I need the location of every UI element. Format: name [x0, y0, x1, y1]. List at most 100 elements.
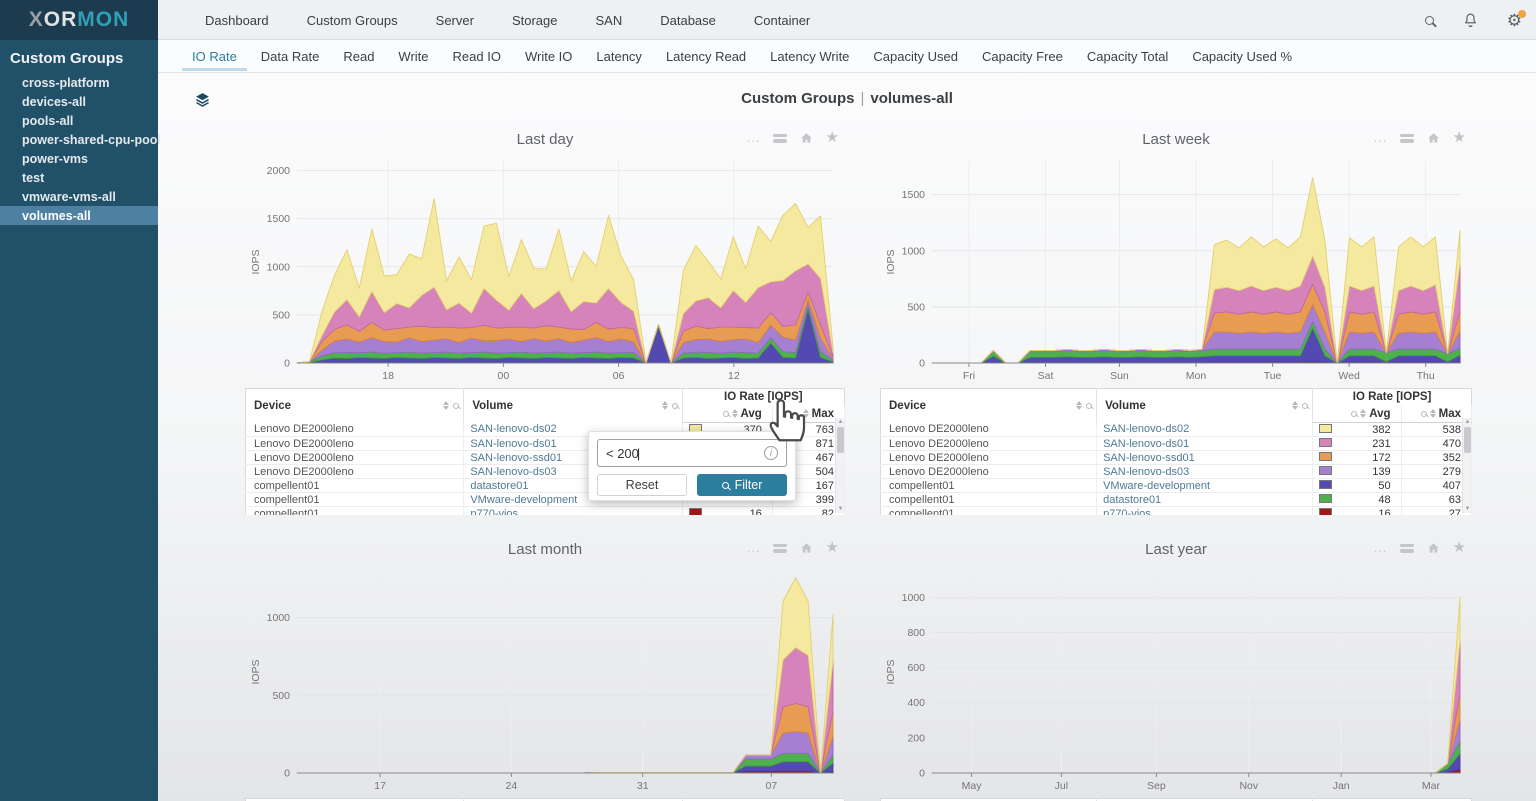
- cell-volume[interactable]: p770-vios: [1096, 506, 1314, 515]
- panel-favorite-icon[interactable]: ★: [1452, 539, 1466, 556]
- menu-item-storage[interactable]: Storage: [511, 12, 558, 28]
- column-search-icon[interactable]: [671, 402, 678, 409]
- cell-volume[interactable]: VMware-development: [1096, 478, 1314, 493]
- sort-icon[interactable]: [1292, 401, 1299, 411]
- table-scrollbar[interactable]: ▲ ▼: [1462, 418, 1471, 513]
- column-search-icon[interactable]: [1351, 410, 1358, 417]
- cell-volume[interactable]: p770-vios: [463, 506, 683, 515]
- sort-icon[interactable]: [661, 401, 668, 411]
- sidebar-item-power-shared-cpu-pool[interactable]: power-shared-cpu-pool: [22, 132, 161, 147]
- column-search-icon[interactable]: [1302, 402, 1309, 409]
- column-header-max[interactable]: Max: [1401, 405, 1472, 423]
- tab-data-rate[interactable]: Data Rate: [260, 49, 320, 64]
- app-logo[interactable]: X OR MON: [0, 0, 158, 40]
- sort-icon[interactable]: [1429, 409, 1436, 419]
- tab-capacity-used[interactable]: Capacity Used: [873, 49, 958, 64]
- cell-max: 27: [1401, 506, 1472, 515]
- tab-capacity-total[interactable]: Capacity Total: [1086, 49, 1169, 64]
- tab-read-io[interactable]: Read IO: [452, 49, 501, 64]
- series-color-swatch: [1319, 465, 1333, 475]
- column-header-device[interactable]: Device: [880, 388, 1098, 423]
- column-search-icon[interactable]: [1420, 410, 1427, 417]
- tab-write[interactable]: Write: [398, 49, 429, 64]
- table-scrollbar[interactable]: ▲ ▼: [835, 418, 844, 513]
- sidebar-item-vmware-vms-all[interactable]: vmware-vms-all: [22, 189, 116, 204]
- chart-last-week[interactable]: 0 500 1000 1500 Fri Sat Sun Mon Tue Wed Thu IOPS: [880, 151, 1470, 383]
- chart-last-year[interactable]: 0 200 400 600 800 1000 May Jul Sep Nov Jan Mar IOPS: [880, 561, 1470, 793]
- panel-more-icon[interactable]: ...: [1373, 540, 1388, 555]
- column-header-device[interactable]: Device: [245, 798, 465, 801]
- panel-last-week: Last week ... ★ 0 500 1000 1500 Fri Sat Sun Mon…: [880, 125, 1472, 515]
- tab-io-rate[interactable]: IO Rate: [182, 41, 247, 71]
- sidebar-item-pools-all[interactable]: pools-all: [22, 113, 74, 128]
- panel-home-icon[interactable]: [1426, 131, 1441, 145]
- tab-write-io[interactable]: Write IO: [524, 49, 573, 64]
- panel-favorite-icon[interactable]: ★: [825, 539, 839, 556]
- sidebar-item-devices-all[interactable]: devices-all: [22, 94, 86, 109]
- sidebar-item-volumes-all[interactable]: volumes-all: [0, 206, 158, 225]
- panel-menu-icon[interactable]: [772, 543, 787, 553]
- column-header-device[interactable]: Device: [245, 388, 465, 423]
- menu-item-san[interactable]: SAN: [595, 12, 623, 28]
- cell-volume[interactable]: SAN-lenovo-ds01: [1096, 436, 1314, 451]
- filter-button[interactable]: Filter: [697, 474, 787, 496]
- table-row: compellent01 p770-vios 16 82: [245, 506, 845, 515]
- panel-menu-icon[interactable]: [1399, 133, 1414, 143]
- cell-volume[interactable]: SAN-lenovo-ds03: [1096, 464, 1314, 479]
- menu-item-dashboard[interactable]: Dashboard: [205, 12, 269, 28]
- panel-more-icon[interactable]: ...: [746, 540, 761, 555]
- notifications-bell-icon[interactable]: [1462, 11, 1479, 30]
- column-search-icon[interactable]: [722, 410, 729, 417]
- panel-more-icon[interactable]: ...: [1373, 130, 1388, 145]
- chart-last-month[interactable]: 0 500 1000 17 24 31 07 IOPS: [245, 561, 843, 793]
- tab-latency-read[interactable]: Latency Read: [665, 49, 747, 64]
- layers-icon[interactable]: [194, 91, 211, 113]
- column-header-volume[interactable]: Volume: [1096, 388, 1314, 423]
- tab-capacity-used-[interactable]: Capacity Used %: [1192, 49, 1293, 64]
- tab-capacity-free[interactable]: Capacity Free: [981, 49, 1063, 64]
- sort-icon[interactable]: [443, 401, 450, 411]
- panel-home-icon[interactable]: [799, 131, 814, 145]
- column-header-volume[interactable]: Volume: [463, 798, 683, 801]
- menu-item-server[interactable]: Server: [435, 12, 474, 28]
- chart-last-day[interactable]: 0 500 1000 1500 2000 18 00 06 12 IOPS: [245, 151, 843, 383]
- sort-icon[interactable]: [802, 409, 809, 419]
- menu-item-container[interactable]: Container: [753, 12, 811, 28]
- sort-icon[interactable]: [1076, 401, 1083, 411]
- column-header-max[interactable]: Max: [772, 405, 845, 423]
- filter-input[interactable]: < 200| i: [597, 439, 787, 467]
- settings-gear-icon[interactable]: ⚙: [1507, 9, 1526, 29]
- column-search-icon[interactable]: [1086, 402, 1093, 409]
- reset-button[interactable]: Reset: [597, 474, 687, 496]
- panel-favorite-icon[interactable]: ★: [1452, 129, 1466, 146]
- cell-volume[interactable]: SAN-lenovo-ssd01: [1096, 450, 1314, 465]
- cell-volume[interactable]: SAN-lenovo-ds02: [1096, 422, 1314, 437]
- sort-icon[interactable]: [731, 409, 738, 419]
- cell-volume[interactable]: datastore01: [1096, 492, 1314, 507]
- svg-text:1000: 1000: [902, 592, 926, 604]
- menu-item-custom-groups[interactable]: Custom Groups: [306, 12, 398, 28]
- sidebar-item-cross-platform[interactable]: cross-platform: [22, 75, 110, 90]
- column-header-avg[interactable]: Avg: [1338, 405, 1402, 423]
- menu-item-database[interactable]: Database: [660, 12, 716, 28]
- panel-menu-icon[interactable]: [772, 133, 787, 143]
- column-header-volume[interactable]: Volume: [1096, 798, 1314, 801]
- sort-icon[interactable]: [1360, 409, 1367, 419]
- svg-text:Sun: Sun: [1110, 370, 1129, 382]
- panel-more-icon[interactable]: ...: [746, 130, 761, 145]
- sidebar-item-test[interactable]: test: [22, 170, 45, 185]
- tab-latency-write[interactable]: Latency Write: [770, 49, 850, 64]
- column-header-avg[interactable]: Avg: [708, 405, 773, 423]
- tab-latency[interactable]: Latency: [596, 49, 642, 64]
- sidebar-item-power-vms[interactable]: power-vms: [22, 151, 88, 166]
- panel-home-icon[interactable]: [799, 541, 814, 555]
- column-header-device[interactable]: Device: [880, 798, 1098, 801]
- tab-read[interactable]: Read: [343, 49, 375, 64]
- column-search-icon[interactable]: [453, 402, 460, 409]
- info-icon[interactable]: i: [764, 446, 778, 460]
- column-header-volume[interactable]: Volume: [463, 388, 683, 423]
- search-icon[interactable]: [1424, 15, 1434, 25]
- panel-menu-icon[interactable]: [1399, 543, 1414, 553]
- panel-home-icon[interactable]: [1426, 541, 1441, 555]
- panel-favorite-icon[interactable]: ★: [825, 129, 839, 146]
